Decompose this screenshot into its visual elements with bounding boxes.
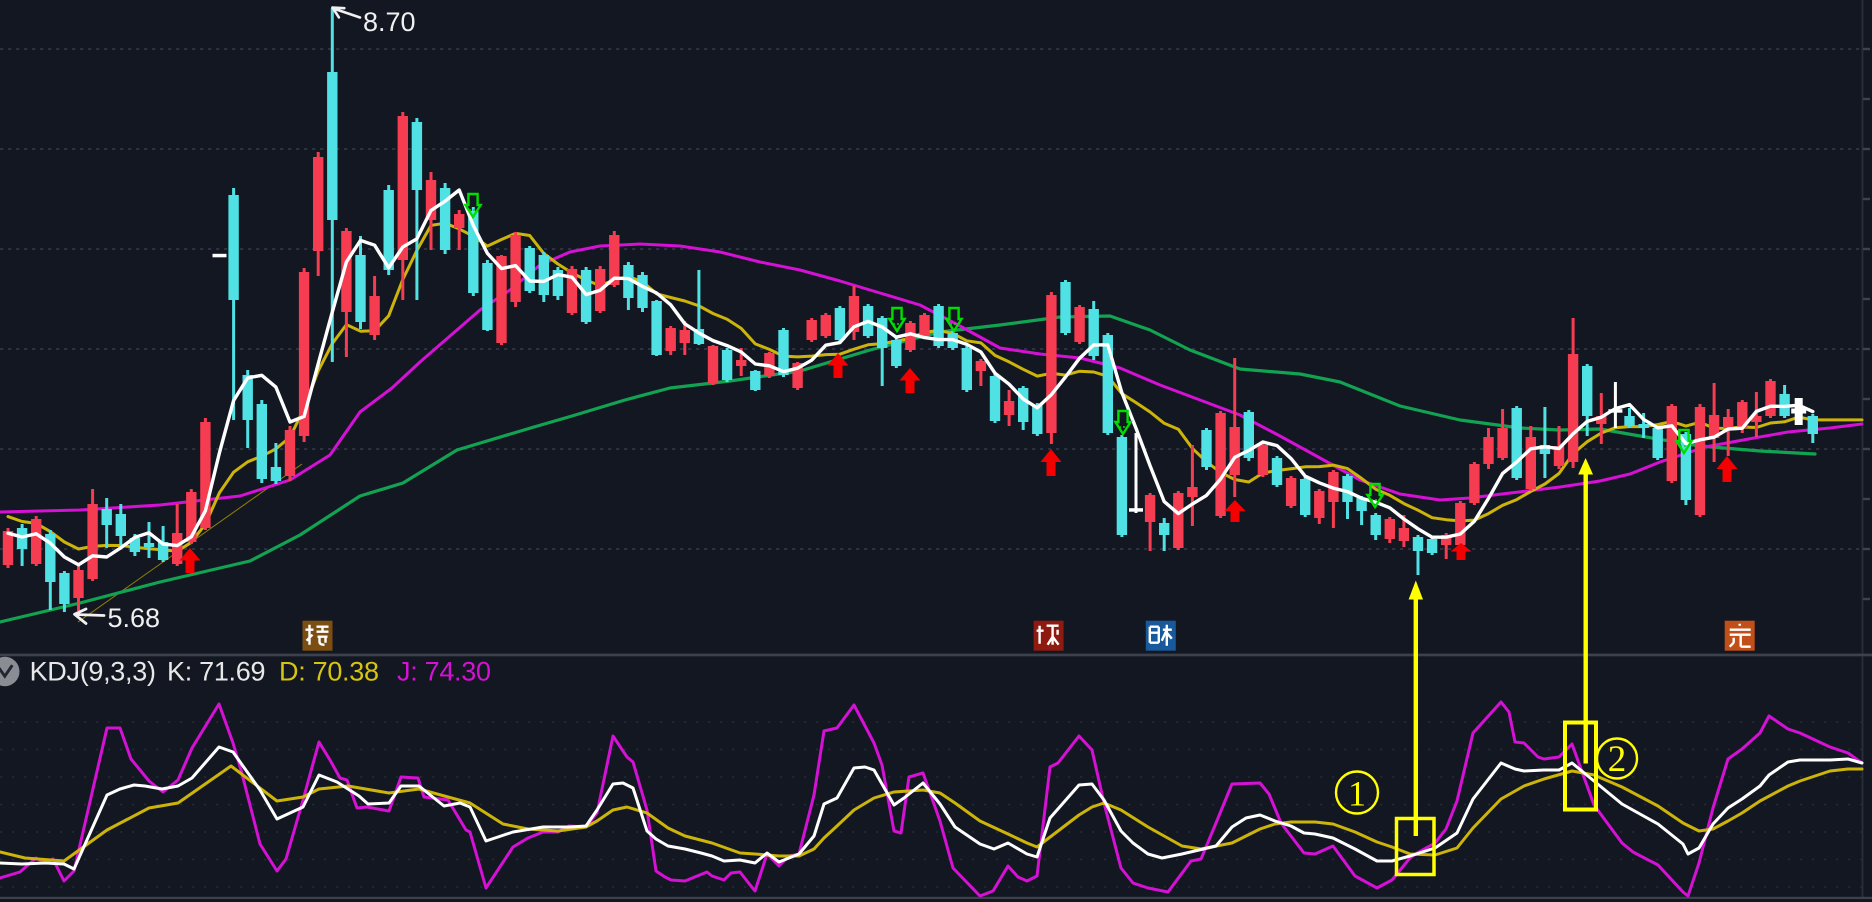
svg-text:8.70: 8.70 <box>363 7 416 37</box>
svg-text:5.68: 5.68 <box>108 603 161 633</box>
svg-text:2: 2 <box>1608 739 1627 780</box>
svg-text:K: 71.69: K: 71.69 <box>167 657 265 687</box>
svg-text:J: 74.30: J: 74.30 <box>397 657 491 687</box>
svg-text:1: 1 <box>1348 774 1366 814</box>
svg-text:D: 70.38: D: 70.38 <box>279 657 379 687</box>
svg-text:KDJ(9,3,3): KDJ(9,3,3) <box>30 657 156 687</box>
